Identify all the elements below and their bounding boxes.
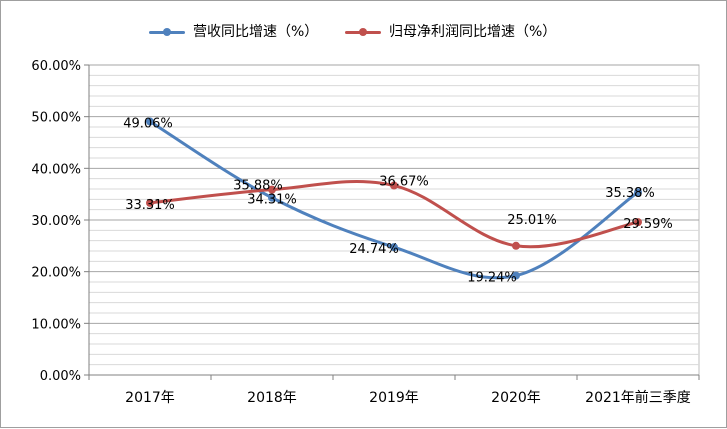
data-point-0 — [390, 243, 398, 252]
x-tick-label: 2019年 — [369, 390, 419, 406]
data-point-1 — [512, 241, 520, 250]
x-tick-label: 2018年 — [247, 390, 297, 406]
data-point-1 — [390, 181, 398, 190]
data-point-0 — [146, 117, 154, 126]
data-label-0: 24.74% — [349, 242, 399, 257]
y-tick-label: 20.00% — [31, 266, 81, 281]
data-point-1 — [268, 185, 276, 194]
x-tick-label: 2020年 — [491, 390, 541, 406]
y-tick-label: 40.00% — [31, 162, 81, 177]
legend-marker-net-profit — [359, 28, 367, 36]
y-tick-label: 50.00% — [31, 111, 81, 126]
data-label-0: 34.31% — [247, 193, 297, 208]
data-point-1 — [634, 218, 642, 227]
series-line-1 — [148, 180, 640, 249]
data-label-1: 25.01% — [507, 213, 557, 228]
legend-marker-revenue — [163, 28, 171, 36]
data-point-0 — [512, 271, 520, 280]
data-point-0 — [634, 188, 642, 197]
data-label-1: 36.67% — [379, 175, 429, 190]
data-point-0 — [268, 193, 276, 202]
data-label-1: 35.88% — [233, 179, 283, 194]
x-tick-label: 2021年前三季度 — [585, 389, 691, 406]
y-tick-label: 0.00% — [40, 369, 81, 384]
legend-label-net-profit: 归母净利润同比增速（%） — [389, 24, 557, 40]
data-point-1 — [146, 198, 154, 207]
y-tick-label: 60.00% — [31, 59, 81, 74]
x-tick-label: 2017年 — [125, 390, 175, 406]
data-label-0: 35.38% — [605, 186, 655, 201]
data-label-0: 19.24% — [467, 271, 517, 286]
data-label-1: 33.31% — [125, 198, 175, 213]
y-tick-label: 30.00% — [31, 214, 81, 229]
legend: 营收同比增速（%） 归母净利润同比增速（%） — [1, 21, 727, 43]
y-tick-label: 10.00% — [31, 317, 81, 332]
legend-label-revenue: 营收同比增速（%） — [193, 24, 319, 40]
data-label-0: 49.06% — [123, 117, 173, 132]
data-label-1: 29.59% — [623, 217, 673, 232]
